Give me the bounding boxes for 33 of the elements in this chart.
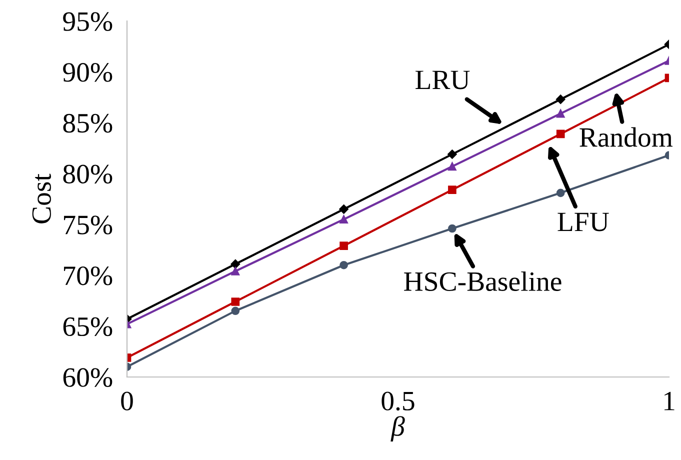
x-axis-title: β bbox=[390, 416, 405, 442]
point bbox=[230, 259, 240, 269]
y-tick-label: 90% bbox=[63, 63, 112, 82]
x-tick-label: 0 bbox=[121, 392, 133, 410]
x-tick-label: 0.5 bbox=[382, 392, 414, 411]
point bbox=[556, 109, 565, 118]
point bbox=[231, 306, 240, 316]
y-tick-label: 80% bbox=[63, 164, 112, 184]
y-tick-label: 70% bbox=[64, 266, 112, 286]
point bbox=[448, 224, 456, 233]
y-tick-label: 95% bbox=[63, 12, 112, 31]
annotation: LRU bbox=[416, 70, 470, 90]
y-tick-label: 75% bbox=[64, 216, 112, 234]
annotation: LFU bbox=[558, 212, 609, 232]
y-axis-title: Cost bbox=[32, 174, 51, 224]
annotation: Random bbox=[580, 127, 673, 147]
point bbox=[556, 188, 565, 198]
x-tick-label: 1 bbox=[664, 392, 674, 410]
y-tick-label: 65% bbox=[63, 317, 112, 336]
y-tick-label: 60% bbox=[63, 368, 112, 387]
point bbox=[448, 150, 457, 159]
point bbox=[231, 267, 240, 276]
point bbox=[556, 94, 566, 104]
point bbox=[340, 260, 348, 270]
annotation: HSC-Baseline bbox=[404, 271, 562, 292]
point bbox=[448, 162, 456, 171]
point bbox=[231, 298, 240, 306]
point bbox=[339, 204, 348, 214]
point bbox=[448, 186, 456, 194]
point bbox=[340, 242, 348, 250]
point bbox=[340, 215, 348, 224]
y-tick-label: 85% bbox=[63, 114, 112, 133]
point bbox=[556, 130, 565, 138]
